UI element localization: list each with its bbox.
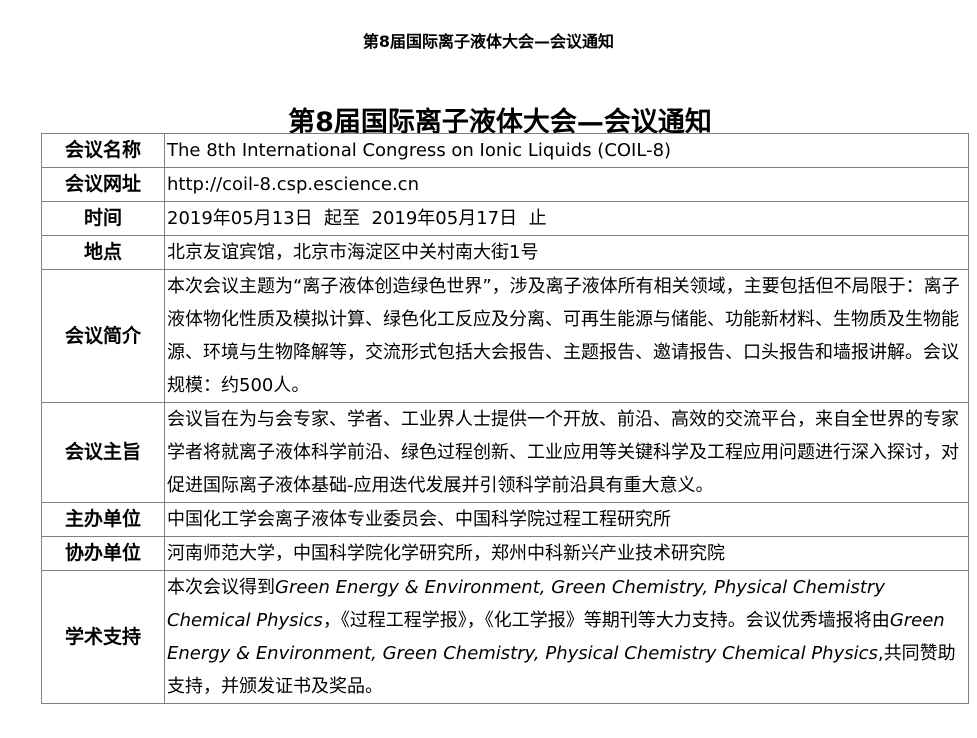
table-row: 协办单位 河南师范大学，中国科学院化学研究所，郑州中科新兴产业技术研究院 bbox=[41, 536, 969, 571]
table-row: 会议网址 http://coil-8.csp.escience.cn bbox=[41, 167, 969, 202]
row-label: 会议简介 bbox=[41, 269, 165, 403]
conference-url-link[interactable]: http://coil-8.csp.escience.cn bbox=[164, 167, 969, 202]
journal-names: Green Energy & Environment, Green Chemis… bbox=[167, 577, 885, 631]
support-text: ,共同赞助支持，并颁发证书及奖品。 bbox=[167, 643, 956, 697]
row-label: 协办单位 bbox=[41, 536, 165, 571]
row-value: 2019年05月13日 起至 2019年05月17日 止 bbox=[164, 201, 969, 236]
row-label: 会议名称 bbox=[41, 133, 165, 168]
table-row: 时间 2019年05月13日 起至 2019年05月17日 止 bbox=[41, 201, 969, 236]
row-label: 时间 bbox=[41, 201, 165, 236]
page-title: 第8届国际离子液体大会—会议通知 bbox=[362, 32, 615, 51]
table-row: 地点 北京友谊宾馆，北京市海淀区中关村南大街1号 bbox=[41, 235, 969, 270]
table-row: 学术支持 本次会议得到Green Energy & Environment, G… bbox=[41, 570, 969, 704]
journal-names: Green Energy & Environment, Green Chemis… bbox=[167, 610, 945, 664]
row-value: 会议旨在为与会专家、学者、工业界人士提供一个开放、前沿、高效的交流平台，来自全世… bbox=[164, 402, 969, 503]
row-label: 主办单位 bbox=[41, 502, 165, 537]
row-value: 中国化工学会离子液体专业委员会、中国科学院过程工程研究所 bbox=[164, 502, 969, 537]
row-value: 河南师范大学，中国科学院化学研究所，郑州中科新兴产业技术研究院 bbox=[164, 536, 969, 571]
row-value: 北京友谊宾馆，北京市海淀区中关村南大街1号 bbox=[164, 235, 969, 270]
notice-heading: 第8届国际离子液体大会—会议通知 bbox=[288, 107, 712, 138]
row-label: 地点 bbox=[41, 235, 165, 270]
table-row: 会议主旨 会议旨在为与会专家、学者、工业界人士提供一个开放、前沿、高效的交流平台，… bbox=[41, 402, 969, 503]
table-row: 主办单位 中国化工学会离子液体专业委员会、中国科学院过程工程研究所 bbox=[41, 502, 969, 537]
row-value: The 8th International Congress on Ionic … bbox=[164, 133, 969, 168]
support-text: ，《过程工程学报》，《化工学报》等期刊等大力支持。会议优秀墙报将由 bbox=[322, 610, 890, 631]
row-value: 本次会议主题为“离子液体创造绿色世界”，涉及离子液体所有相关领域，主要包括但不局… bbox=[164, 269, 969, 403]
row-label: 学术支持 bbox=[41, 570, 165, 704]
table-row: 会议简介 本次会议主题为“离子液体创造绿色世界”，涉及离子液体所有相关领域，主要包… bbox=[41, 269, 969, 403]
row-value: 本次会议得到Green Energy & Environment, Green … bbox=[164, 570, 969, 704]
support-text: 本次会议得到 bbox=[167, 577, 275, 598]
conference-info-table: 会议名称 The 8th International Congress on Io… bbox=[41, 133, 969, 704]
table-row: 会议名称 The 8th International Congress on Io… bbox=[41, 133, 969, 168]
row-label: 会议主旨 bbox=[41, 402, 165, 503]
row-label: 会议网址 bbox=[41, 167, 165, 202]
